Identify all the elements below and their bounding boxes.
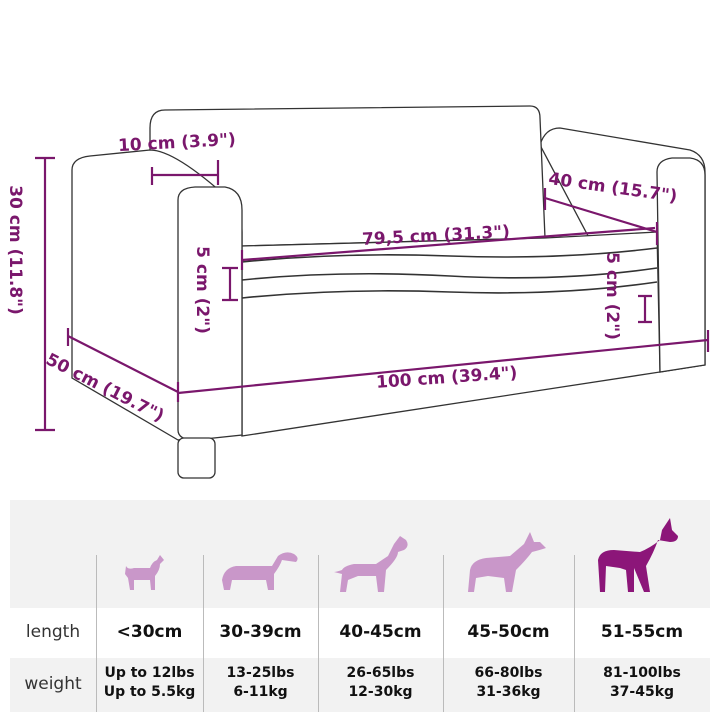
weight-lbs: 81-100lbs bbox=[603, 665, 681, 681]
length-col-1: <30cm bbox=[116, 622, 183, 642]
weight-col-1: Up to 12lbs Up to 5.5kg bbox=[96, 664, 203, 702]
weight-kg: 31-36kg bbox=[476, 684, 541, 700]
cushion-height-label: 5 cm (2") bbox=[191, 246, 212, 334]
height-label: 30 cm (11.8") bbox=[4, 185, 25, 315]
weight-col-5: 81-100lbs 37-45kg bbox=[574, 664, 710, 702]
length-col-4: 45-50cm bbox=[467, 622, 550, 642]
weight-kg: 6-11kg bbox=[233, 684, 288, 700]
length-row-bg bbox=[10, 608, 710, 658]
length-col-5: 51-55cm bbox=[600, 622, 684, 642]
divider bbox=[574, 555, 575, 712]
bull-terrier-icon bbox=[334, 536, 408, 592]
divider bbox=[443, 555, 444, 712]
dog-size-table: length weight <30cm 30-39cm 40-45cm 45-5… bbox=[10, 500, 710, 712]
cushion-lines bbox=[241, 247, 658, 299]
length-col-2: 30-39cm bbox=[219, 622, 302, 642]
divider bbox=[96, 555, 97, 712]
chihuahua-icon bbox=[125, 555, 164, 590]
divider bbox=[318, 555, 319, 712]
dachshund-icon bbox=[222, 552, 298, 590]
great-dane-icon bbox=[598, 518, 678, 592]
weight-lbs: 13-25lbs bbox=[226, 665, 295, 681]
weight-lbs: Up to 12lbs bbox=[104, 665, 195, 681]
weight-lbs: 26-65lbs bbox=[346, 665, 415, 681]
length-row-label: length bbox=[25, 622, 81, 642]
weight-kg: 37-45kg bbox=[609, 684, 675, 700]
divider bbox=[203, 555, 204, 712]
sofa-outline bbox=[71, 105, 706, 479]
length-col-3: 40-45cm bbox=[339, 622, 422, 642]
weight-col-2: 13-25lbs 6-11kg bbox=[203, 664, 318, 702]
dog-icons bbox=[125, 518, 678, 592]
shepherd-icon bbox=[468, 532, 546, 592]
dimension-lines bbox=[35, 156, 710, 432]
weight-kg: Up to 5.5kg bbox=[103, 684, 196, 700]
weight-lbs: 66-80lbs bbox=[474, 665, 543, 681]
leg-height-label: 5 cm (2") bbox=[601, 252, 622, 340]
weight-kg: 12-30kg bbox=[348, 684, 413, 700]
weight-col-4: 66-80lbs 31-36kg bbox=[443, 664, 574, 702]
weight-row-label: weight bbox=[24, 674, 82, 694]
weight-col-3: 26-65lbs 12-30kg bbox=[318, 664, 443, 702]
sofa-drawing bbox=[35, 105, 710, 479]
